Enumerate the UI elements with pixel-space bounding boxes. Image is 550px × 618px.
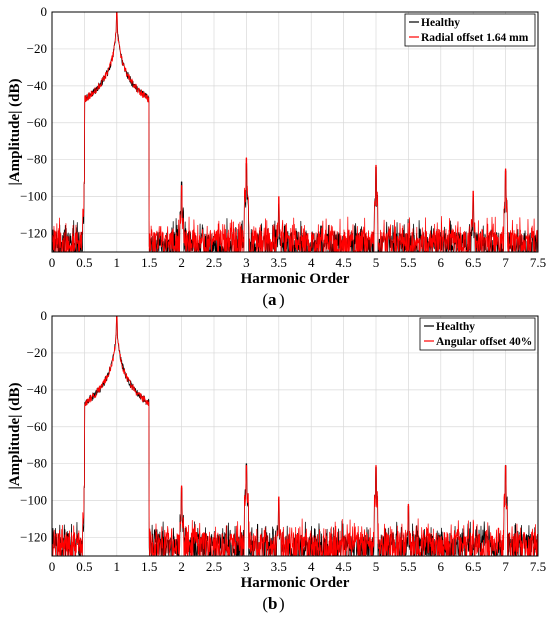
x-tick-label: 3	[243, 559, 250, 574]
y-tick-label: −20	[27, 345, 47, 360]
x-tick-label: 1.5	[141, 559, 157, 574]
series-line-fault	[51, 315, 539, 556]
y-axis-label-b: |Amplitude| (dB)	[7, 382, 23, 489]
x-tick-label: 0	[49, 559, 56, 574]
legend-label-healthy-a: Healthy	[421, 17, 460, 29]
series-lines-a	[51, 11, 539, 253]
y-tick-label: 0	[41, 4, 48, 19]
x-tick-label: 4	[308, 559, 315, 574]
x-tick-label: 4	[308, 255, 315, 270]
x-tick-label: 2.5	[206, 559, 222, 574]
x-tick-label: 2	[178, 559, 185, 574]
y-tick-label: −40	[27, 78, 47, 93]
panel-a: 0 −20 −40 −60 −80 −100 −120 0 0.5 1 1.5 2 2.5 3 3.5 4 4…	[7, 4, 546, 309]
y-tick-label: −80	[27, 456, 47, 471]
caption-paren-open-a: (	[262, 290, 268, 309]
legend-a: Healthy Radial offset 1.64 mm	[404, 13, 536, 47]
panel-b: 0 −20 −40 −60 −80 −100 −120 0 0.5 1 1.5 2 2.5 3 3.5 4 4…	[7, 308, 546, 613]
x-tick-label: 5	[373, 559, 380, 574]
x-axis-label-a: Harmonic Order	[241, 271, 350, 287]
x-tick-label: 6	[438, 559, 445, 574]
x-tick-label: 4.5	[335, 559, 351, 574]
x-tick-label: 0.5	[76, 559, 92, 574]
plot-frame-a	[51, 11, 539, 253]
x-tick-label: 7	[502, 559, 509, 574]
legend-label-healthy-b: Healthy	[436, 321, 475, 333]
y-tick-label: −60	[27, 115, 47, 130]
x-tick-label: 7	[502, 255, 509, 270]
x-tick-label: 1.5	[141, 255, 157, 270]
caption-b: ( b )	[262, 594, 284, 613]
x-tick-label: 7.5	[530, 559, 546, 574]
x-tick-label: 6	[438, 255, 445, 270]
y-tick-label: −120	[20, 226, 47, 241]
y-tick-label: 0	[41, 308, 48, 323]
x-tick-labels-a: 0 0.5 1 1.5 2 2.5 3 3.5 4 4.5 5 5.5 6 6.5 7 7.5	[49, 255, 546, 270]
legend-box-a	[404, 13, 536, 47]
y-tick-labels-b: 0 −20 −40 −60 −80 −100 −120	[20, 308, 47, 545]
x-tick-label: 6.5	[465, 255, 481, 270]
x-tick-label: 3.5	[271, 559, 287, 574]
y-tick-label: −20	[27, 41, 47, 56]
legend-label-angular-b: Angular offset 40%	[436, 336, 532, 348]
x-tick-label: 2.5	[206, 255, 222, 270]
y-tick-label: −80	[27, 152, 47, 167]
plot-area-a	[52, 12, 538, 252]
y-axis-label-a: |Amplitude| (dB)	[7, 78, 23, 185]
y-tick-labels-a: 0 −20 −40 −60 −80 −100 −120	[20, 4, 47, 241]
legend-b: Healthy Angular offset 40%	[419, 317, 536, 351]
legend-label-radial-a: Radial offset 1.64 mm	[421, 32, 529, 44]
x-tick-label: 3	[243, 255, 250, 270]
caption-a: ( a )	[262, 290, 284, 309]
x-tick-label: 1	[114, 559, 121, 574]
y-tick-label: −60	[27, 419, 47, 434]
plot-frame-b	[51, 315, 539, 557]
x-tick-label: 4.5	[335, 255, 351, 270]
caption-paren-open-b: (	[262, 594, 268, 613]
x-tick-label: 5.5	[400, 559, 416, 574]
legend-box-b	[419, 317, 536, 351]
x-tick-label: 5	[373, 255, 380, 270]
x-tick-label: 1	[114, 255, 121, 270]
x-tick-label: 7.5	[530, 255, 546, 270]
x-tick-label: 3.5	[271, 255, 287, 270]
x-tick-label: 0	[49, 255, 56, 270]
plot-area-b	[52, 316, 538, 556]
series-lines-b	[51, 315, 539, 557]
series-line-fault	[51, 11, 539, 253]
y-tick-label: −120	[20, 530, 47, 545]
x-tick-label: 0.5	[76, 255, 92, 270]
x-tick-label: 5.5	[400, 255, 416, 270]
caption-paren-close-a: )	[279, 290, 285, 309]
y-tick-label: −100	[20, 493, 47, 508]
x-tick-label: 2	[178, 255, 185, 270]
y-tick-label: −100	[20, 189, 47, 204]
caption-paren-close-b: )	[279, 594, 285, 613]
caption-letter-a: a	[268, 290, 277, 309]
caption-letter-b: b	[268, 594, 277, 613]
x-axis-label-b: Harmonic Order	[241, 575, 350, 591]
x-tick-labels-b: 0 0.5 1 1.5 2 2.5 3 3.5 4 4.5 5 5.5 6 6.5 7 7.5	[49, 559, 546, 574]
x-tick-label: 6.5	[465, 559, 481, 574]
y-tick-label: −40	[27, 382, 47, 397]
